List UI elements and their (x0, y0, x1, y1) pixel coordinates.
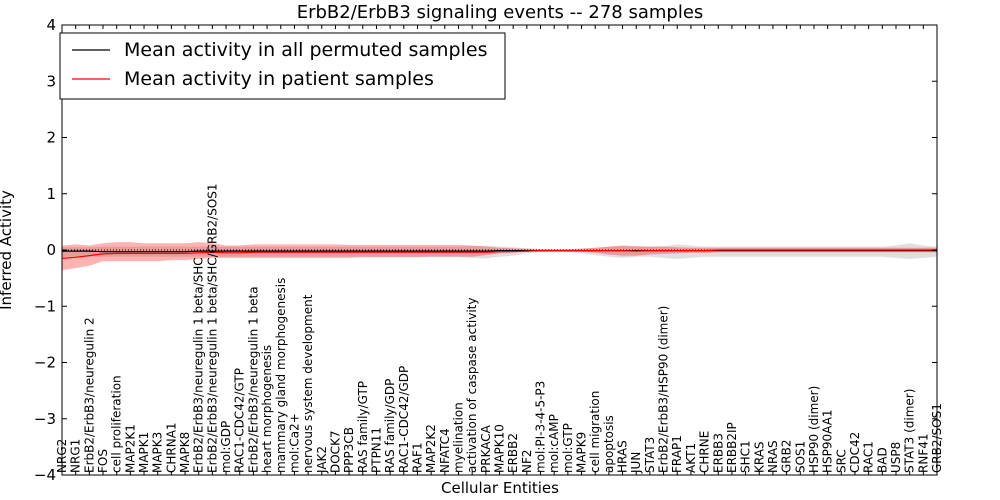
x-tick-label: MAPK1 (137, 432, 151, 473)
x-tick-label: ERBB2IP (725, 422, 739, 473)
y-tick-label: 0 (46, 241, 56, 259)
x-tick-label: MAP2K1 (123, 424, 137, 473)
x-tick-label: JUN (629, 452, 643, 474)
x-tick-label: AKT1 (684, 443, 698, 473)
x-tick-label: GRB2 (780, 439, 794, 473)
x-tick-label: GRB2/SOS1 (930, 403, 944, 473)
x-tick-label: KRAS (752, 441, 766, 473)
x-tick-label: RAC1-CDC42/GTP (233, 368, 247, 473)
y-ticks: −4 −3 −2 −1 0 1 2 3 4 (34, 16, 937, 484)
x-tick-label: heart morphogenesis (260, 345, 274, 473)
x-tick-label: RAS family/GTP (356, 381, 370, 473)
x-tick-label: SOS1 (793, 441, 807, 473)
x-tick-label: apoptosis (602, 415, 616, 473)
y-tick-label: 1 (46, 185, 56, 203)
x-tick-label: RAS family/GDP (383, 379, 397, 473)
x-tick-label: ErbB2/ErbB3/neuregulin 1 beta/SHC/GRB2/S… (205, 183, 219, 473)
x-tick-label: NFATC4 (438, 428, 452, 473)
x-tick-label: CHRNE (698, 431, 712, 473)
x-tick-label: BAD (875, 447, 889, 473)
chart-title: ErbB2/ErbB3 signaling events -- 278 samp… (297, 2, 704, 23)
x-tick-label: nervous system development (301, 294, 315, 473)
x-tick-label: ErbB2/ErbB3/neuregulin 1 beta (246, 286, 260, 473)
patient-mean-line (61, 249, 937, 259)
legend-box (59, 32, 506, 100)
y-tick-label: 2 (46, 129, 56, 147)
x-tick-label: mol:PI-3-4-5-P3 (534, 381, 548, 473)
x-tick-label: PTPN11 (370, 427, 384, 473)
x-tick-label: cell migration (588, 391, 602, 473)
y-tick-label: 4 (46, 16, 56, 34)
patient-band (62, 242, 937, 271)
x-tick-label: FRAP1 (670, 435, 684, 473)
x-tick-label: RAC1 (862, 441, 876, 473)
x-tick-label: cell proliferation (110, 375, 124, 473)
x-tick-label: NRAS (766, 440, 780, 473)
x-tick-label: STAT3 (dimer) (903, 389, 917, 473)
x-tick-label: MAPK3 (151, 432, 165, 473)
legend: Mean activity in all permuted samples Me… (59, 32, 506, 100)
x-tick-label: mammary gland morphogenesis (274, 278, 288, 473)
x-tick-label: DOCK7 (328, 430, 342, 473)
x-tick-label: myelination (452, 402, 466, 473)
x-tick-label: USP8 (889, 442, 903, 473)
x-tick-label: ErbB2/ErbB3/neuregulin 1 beta/SHC (192, 257, 206, 473)
x-tick-label: RAF1 (411, 442, 425, 473)
x-tick-label: PRKACA (479, 424, 493, 473)
x-tick-label: mol:cAMP (547, 414, 561, 473)
y-tick-label: −3 (34, 410, 56, 428)
legend-label-patient: Mean activity in patient samples (124, 68, 434, 90)
y-tick-label: −4 (34, 466, 56, 484)
x-tick-label: ErbB2/ErbB3/neuregulin 2 (82, 317, 96, 473)
x-tick-label: STAT3 (643, 437, 657, 473)
y-tick-label: −2 (34, 354, 56, 372)
x-tick-label: MAPK9 (575, 432, 589, 473)
x-tick-label: MAP2K2 (424, 424, 438, 473)
x-tick-label: mol:GTP (561, 423, 575, 473)
x-tick-label: MAPK8 (178, 432, 192, 473)
x-tick-label: SHC1 (739, 440, 753, 473)
x-tick-label: HRAS (616, 440, 630, 473)
x-tick-label: ERBB3 (711, 433, 725, 473)
x-tick-label: PPP3CB (342, 427, 356, 473)
x-tick-label: RAC1-CDC42/GDP (397, 366, 411, 473)
x-tick-label: ErbB2/ErbB3/HSP90 (dimer) (657, 306, 671, 473)
x-tick-label: mol:Ca2+ (287, 413, 301, 473)
x-tick-label: SRC (834, 449, 848, 473)
x-tick-label: HSP90AA1 (821, 409, 835, 473)
x-tick-label: RNF41 (916, 434, 930, 474)
x-tick-label: HSP90 (dimer) (807, 386, 821, 473)
x-ticks: NRG2 NRG1 ErbB2/ErbB3/neuregulin 2 FOS cell … (55, 25, 944, 475)
x-tick-label: CHRNA1 (164, 422, 178, 473)
legend-label-permuted: Mean activity in all permuted samples (124, 39, 487, 61)
x-axis-label: Cellular Entities (441, 479, 559, 497)
x-tick-label: activation of caspase activity (465, 298, 479, 473)
series-lines (61, 249, 937, 259)
x-tick-label: NF2 (520, 449, 534, 473)
x-tick-label: MAPK10 (493, 424, 507, 473)
y-axis-label: Inferred Activity (0, 190, 15, 310)
x-tick-label: mol:GDP (219, 421, 233, 473)
x-tick-label: FOS (96, 449, 110, 473)
x-tick-label: JAK2 (315, 446, 329, 474)
x-tick-label: NRG2 (55, 439, 69, 473)
y-tick-label: 3 (46, 72, 56, 90)
y-tick-label: −1 (34, 297, 56, 315)
x-tick-label: ERBB2 (506, 433, 520, 473)
x-tick-label: CDC42 (848, 432, 862, 473)
x-tick-label: NRG1 (69, 439, 83, 473)
